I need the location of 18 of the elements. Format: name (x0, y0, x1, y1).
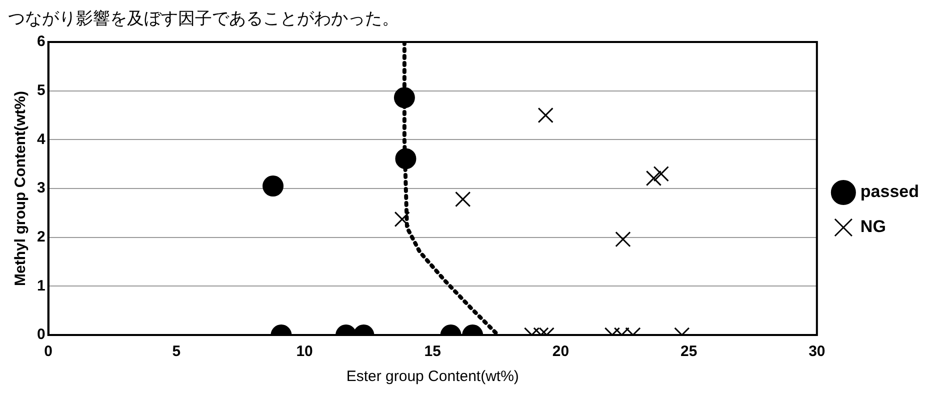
legend-label: NG (860, 217, 886, 236)
x-axis-title: Ester group Content(wt%) (346, 368, 519, 386)
y-axis-title: Methyl group Content(wt%) (12, 91, 30, 286)
x-tick-label: 5 (172, 343, 181, 360)
x-tick-label: 30 (808, 343, 826, 360)
x-tick-label: 25 (680, 343, 698, 360)
x-tick-label: 15 (424, 343, 441, 360)
y-tick-label: 2 (37, 228, 46, 246)
x-tick-label: 10 (296, 343, 313, 360)
x-tick-label: 20 (552, 343, 570, 360)
y-tick-label: 5 (37, 82, 46, 99)
text: つながり影響を及ぼす因子であることがわかった。 (8, 8, 400, 30)
legend-label: passed (860, 182, 920, 202)
y-tick-label: 1 (37, 277, 46, 294)
y-tick-label: 4 (37, 130, 46, 148)
y-tick-label: 3 (37, 180, 46, 197)
y-tick-label: 0 (37, 326, 46, 344)
y-tick-label: 6 (37, 33, 46, 50)
